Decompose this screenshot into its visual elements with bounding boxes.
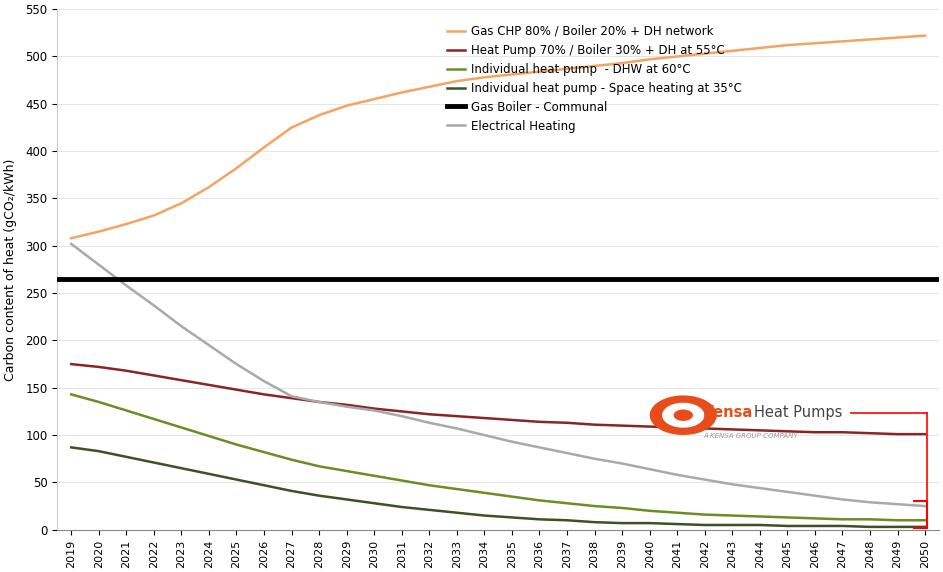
Text: Heat Pumps: Heat Pumps (753, 405, 842, 420)
Polygon shape (673, 410, 693, 421)
Polygon shape (650, 395, 717, 435)
Y-axis label: Carbon content of heat (gCO₂/kWh): Carbon content of heat (gCO₂/kWh) (4, 158, 17, 380)
Polygon shape (662, 403, 704, 428)
Legend: Gas CHP 80% / Boiler 20% + DH network, Heat Pump 70% / Boiler 30% + DH at 55°C, : Gas CHP 80% / Boiler 20% + DH network, H… (442, 20, 746, 137)
Text: A KENSA GROUP COMPANY: A KENSA GROUP COMPANY (703, 433, 798, 439)
Text: Kensa: Kensa (703, 405, 753, 420)
